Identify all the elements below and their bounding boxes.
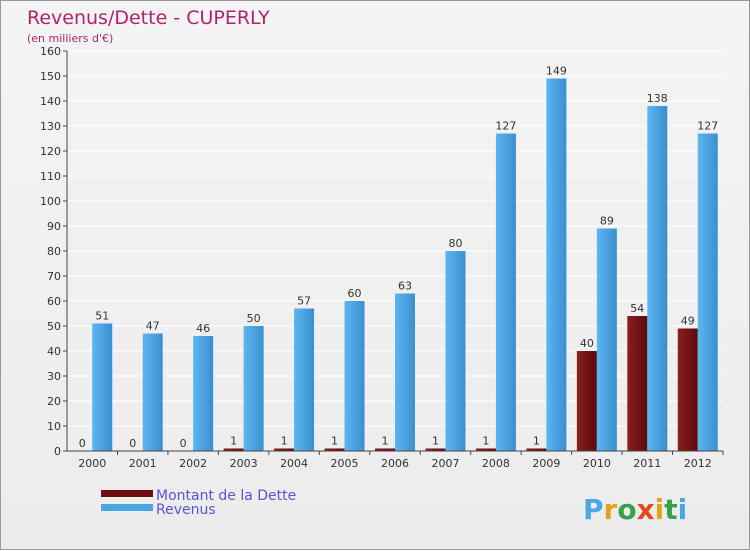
bar-dette (677, 328, 698, 451)
data-label-revenus: 127 (697, 120, 718, 133)
data-label-revenus: 63 (398, 280, 412, 293)
x-tick-label: 2010 (583, 457, 611, 470)
bar-revenus (596, 228, 617, 451)
x-tick-label: 2009 (532, 457, 560, 470)
data-label-revenus: 47 (146, 320, 160, 333)
y-tick-label: 0 (54, 445, 61, 458)
data-label-dette: 1 (482, 435, 489, 448)
x-tick-label: 2012 (684, 457, 712, 470)
x-tick-label: 2007 (431, 457, 459, 470)
data-label-revenus: 57 (297, 295, 311, 308)
bar-revenus (92, 323, 113, 451)
legend-label-dette: Montant de la Dette (156, 488, 296, 504)
data-label-revenus: 51 (95, 310, 109, 323)
bar-revenus (495, 133, 516, 451)
y-tick-label: 120 (40, 145, 61, 158)
bars: 0 51 0 47 0 46 1 50 1 57 1 60 1 63 1 80 1 127 1 149 40 89 54 13… (79, 65, 718, 451)
data-label-dette: 40 (580, 337, 594, 350)
bar-revenus (445, 251, 466, 451)
bar-dette (526, 448, 547, 451)
y-tick-label: 70 (47, 270, 61, 283)
x-tick-label: 2011 (633, 457, 661, 470)
legend-swatch-revenus (101, 504, 153, 511)
y-axis: 0 10 20 30 40 50 60 70 80 90 100 110 120 130 140 150 160 (40, 45, 68, 458)
y-tick-label: 110 (40, 170, 61, 183)
y-tick-label: 60 (47, 295, 61, 308)
data-label-revenus: 138 (647, 92, 668, 105)
bar-revenus (647, 106, 668, 451)
data-label-dette: 1 (432, 435, 439, 448)
chart-subtitle: (en milliers d'€) (27, 32, 113, 45)
x-tick-label: 2004 (280, 457, 308, 470)
bar-revenus (243, 326, 264, 451)
bar-revenus (344, 301, 365, 451)
data-label-dette: 1 (230, 435, 237, 448)
data-label-revenus: 46 (196, 322, 210, 335)
x-tick-label: 2002 (179, 457, 207, 470)
y-tick-label: 10 (47, 420, 61, 433)
x-tick-label: 2000 (78, 457, 106, 470)
data-label-dette: 0 (79, 437, 86, 450)
data-label-dette: 0 (180, 437, 187, 450)
bar-revenus (142, 333, 163, 451)
y-tick-label: 80 (47, 245, 61, 258)
bar-revenus (193, 336, 214, 451)
bar-revenus (395, 293, 415, 451)
y-tick-label: 90 (47, 220, 61, 233)
data-label-dette: 54 (630, 302, 644, 315)
proxiti-logo: Proxiti (583, 493, 687, 526)
data-label-revenus: 149 (546, 65, 567, 78)
data-label-revenus: 127 (495, 120, 516, 133)
bar-dette (274, 448, 295, 451)
bar-dette (576, 351, 597, 451)
bar-dette (627, 316, 648, 451)
x-tick-label: 2008 (482, 457, 510, 470)
data-label-dette: 1 (281, 435, 288, 448)
bar-dette (475, 448, 496, 451)
x-tick-label: 2006 (381, 457, 409, 470)
data-label-revenus: 60 (348, 287, 362, 300)
bar-dette (425, 448, 446, 451)
x-tick-label: 2003 (230, 457, 258, 470)
legend-swatch-dette (101, 490, 153, 497)
data-label-dette: 1 (533, 435, 540, 448)
y-tick-label: 50 (47, 320, 61, 333)
data-label-dette: 1 (382, 435, 389, 448)
data-label-revenus: 89 (600, 215, 614, 228)
y-tick-label: 150 (40, 70, 61, 83)
data-label-dette: 49 (681, 315, 695, 328)
data-label-dette: 0 (129, 437, 136, 450)
y-tick-label: 20 (47, 395, 61, 408)
y-tick-label: 160 (40, 45, 61, 58)
bar-revenus (294, 308, 315, 451)
svg-text:Proxiti: Proxiti (583, 493, 687, 526)
bar-dette (324, 448, 345, 451)
bar-dette (375, 448, 395, 451)
y-tick-label: 40 (47, 345, 61, 358)
y-tick-label: 30 (47, 370, 61, 383)
legend-label-revenus: Revenus (156, 502, 216, 518)
data-label-dette: 1 (331, 435, 338, 448)
x-tick-label: 2001 (129, 457, 157, 470)
bar-revenus (697, 133, 718, 451)
legend: Montant de la Dette Revenus (101, 488, 296, 518)
x-axis: 2000 2001 2002 2003 2004 2005 2006 2007 2008 2009… (67, 450, 724, 470)
y-tick-label: 140 (40, 95, 61, 108)
y-tick-label: 130 (40, 120, 61, 133)
bar-revenus (546, 78, 567, 451)
chart-title: Revenus/Dette - CUPERLY (27, 7, 270, 29)
bar-dette (223, 448, 244, 451)
x-tick-label: 2005 (331, 457, 359, 470)
data-label-revenus: 50 (247, 312, 261, 325)
data-label-revenus: 80 (448, 237, 462, 250)
y-tick-label: 100 (40, 195, 61, 208)
